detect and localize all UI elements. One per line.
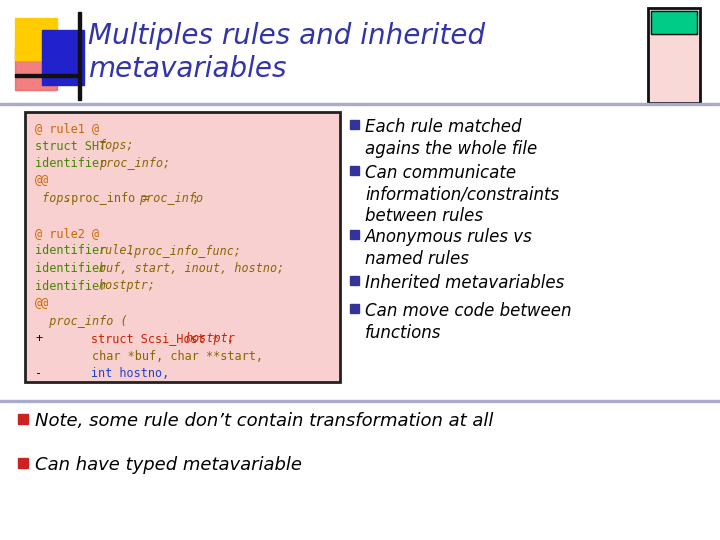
Bar <box>651 11 697 34</box>
Text: ;: ; <box>192 192 199 205</box>
Text: Each rule matched
agains the whole file: Each rule matched agains the whole file <box>365 118 537 158</box>
Text: Inherited metavariables: Inherited metavariables <box>365 274 564 292</box>
Text: hostptr;: hostptr; <box>99 280 156 293</box>
Text: int hostno,: int hostno, <box>41 367 169 380</box>
Text: Can communicate
information/constraints
between rules: Can communicate information/constraints … <box>365 164 559 225</box>
Text: proc_info (: proc_info ( <box>35 314 127 327</box>
FancyBboxPatch shape <box>25 112 340 382</box>
Text: proc_info;: proc_info; <box>99 157 170 170</box>
Bar <box>42 30 84 85</box>
Text: proc_info: proc_info <box>140 192 204 205</box>
Text: .proc_info =: .proc_info = <box>64 192 157 205</box>
Bar <box>648 8 700 103</box>
Text: buf, start, inout, hostno;: buf, start, inout, hostno; <box>99 262 284 275</box>
Bar <box>350 276 359 285</box>
Bar <box>651 11 697 34</box>
Bar <box>0 400 720 402</box>
Bar <box>18 458 28 468</box>
Text: @@: @@ <box>35 297 49 310</box>
Bar <box>15 74 80 77</box>
Bar <box>15 18 57 60</box>
Bar <box>350 304 359 313</box>
Text: @ rule1 @: @ rule1 @ <box>35 122 99 135</box>
Text: .proc_info_func;: .proc_info_func; <box>128 245 242 258</box>
Text: @@: @@ <box>35 174 49 187</box>
Text: ,: , <box>226 332 233 345</box>
Text: +: + <box>35 332 42 345</box>
Text: -: - <box>35 367 42 380</box>
Bar <box>350 166 359 175</box>
Text: struct Scsi_Host *: struct Scsi_Host * <box>41 332 219 345</box>
Text: Note, some rule don’t contain transformation at all: Note, some rule don’t contain transforma… <box>35 412 493 430</box>
Text: hostptr: hostptr <box>186 332 235 345</box>
Bar <box>0 103 720 105</box>
Text: @ rule2 @: @ rule2 @ <box>35 227 99 240</box>
Bar <box>350 230 359 239</box>
Bar <box>18 414 28 424</box>
Bar <box>350 120 359 129</box>
Text: identifier: identifier <box>35 280 113 293</box>
Text: struct SHT: struct SHT <box>35 139 113 152</box>
Text: rule1: rule1 <box>99 245 135 258</box>
Text: fops;: fops; <box>99 139 135 152</box>
Text: identifier: identifier <box>35 245 113 258</box>
Text: identifier: identifier <box>35 262 113 275</box>
Text: Anonymous rules vs
named rules: Anonymous rules vs named rules <box>365 228 533 267</box>
Text: char *buf, char **start,: char *buf, char **start, <box>35 349 263 362</box>
Text: metavariables: metavariables <box>88 55 287 83</box>
Text: Can move code between
functions: Can move code between functions <box>365 302 572 341</box>
Text: Multiples rules and inherited: Multiples rules and inherited <box>88 22 485 50</box>
Bar <box>15 48 57 90</box>
Text: identifier: identifier <box>35 157 113 170</box>
Text: Can have typed metavariable: Can have typed metavariable <box>35 456 302 474</box>
Text: fops: fops <box>35 192 71 205</box>
Bar <box>78 12 81 100</box>
